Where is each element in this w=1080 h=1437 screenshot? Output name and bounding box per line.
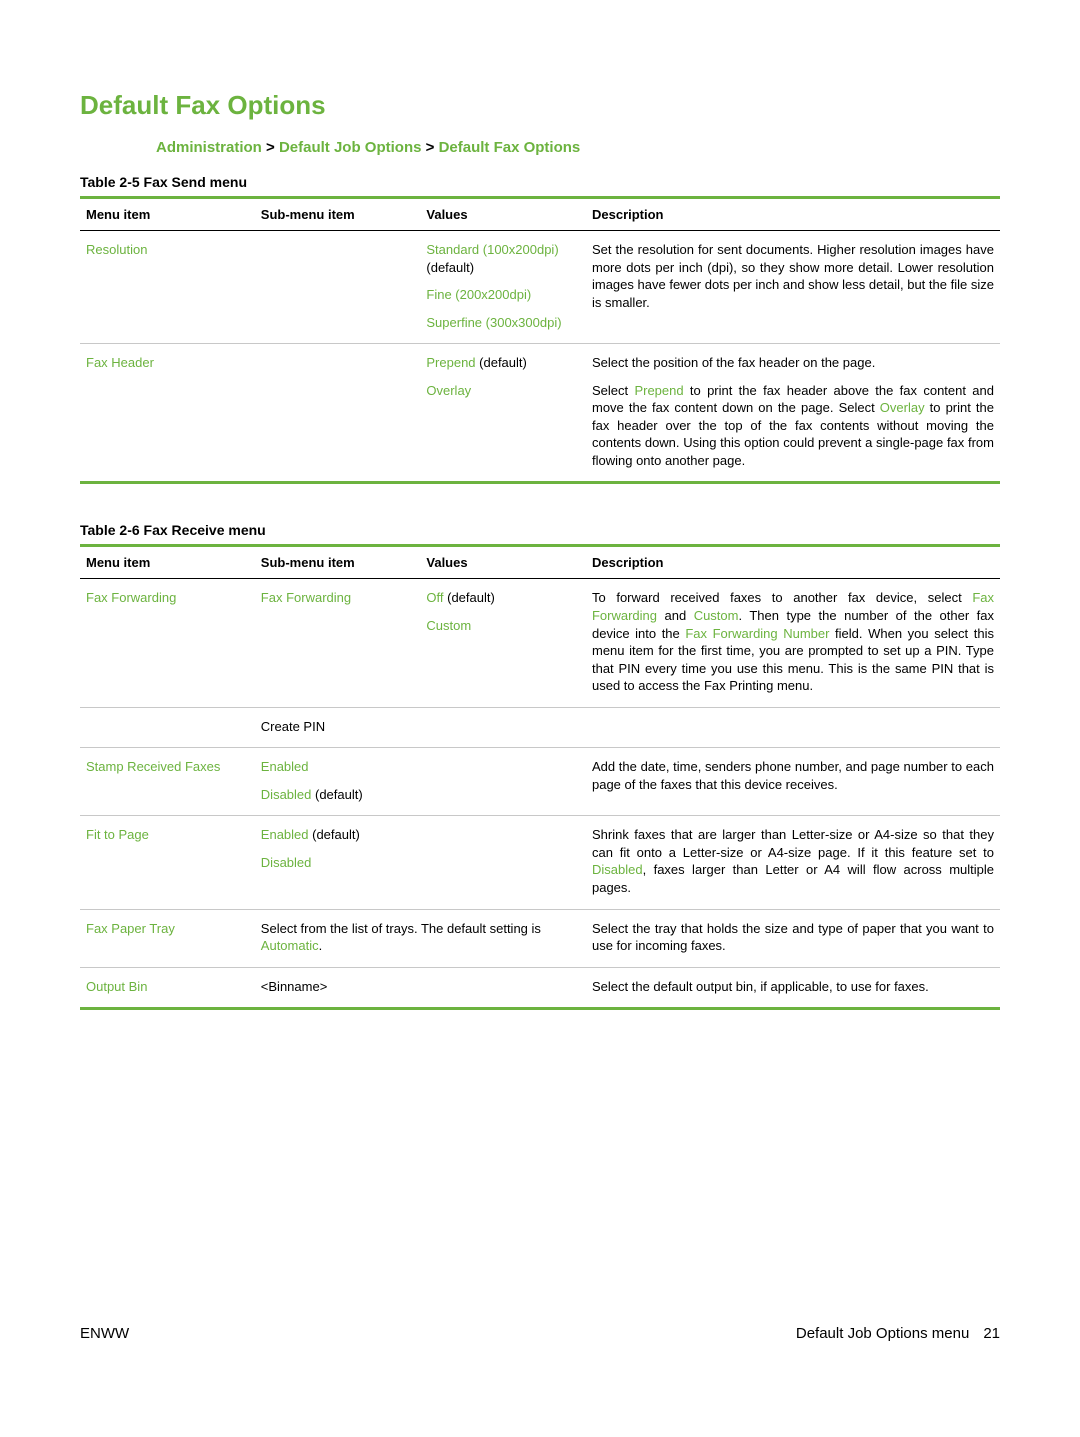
table-caption-receive-num: Table 2-6 [80, 522, 140, 538]
table-caption-send-title: Fax Send menu [144, 174, 247, 190]
breadcrumb-part-1: Administration [156, 139, 262, 156]
page-footer: ENWW Default Job Options menu 21 [80, 1325, 1000, 1342]
recv-output-submenu: <Binname> [255, 967, 586, 1009]
table-row: Create PIN [80, 707, 1000, 748]
recv-stamp-desc: Add the date, time, senders phone number… [586, 748, 1000, 816]
table-caption-send-num: Table 2-5 [80, 174, 140, 190]
send-fax-header-desc2-k1: Prepend [634, 383, 683, 398]
footer-section-label: Default Job Options menu [796, 1325, 969, 1342]
recv-fax-fwd-menu-item: Fax Forwarding [80, 579, 255, 707]
recv-fax-fwd-value-1: Off [426, 590, 443, 605]
recv-fit-value-2: Disabled [261, 854, 580, 872]
send-fax-header-desc2-k2: Overlay [880, 400, 925, 415]
recv-output-menu-item: Output Bin [80, 967, 255, 1009]
table-row: Resolution Standard (100x200dpi) (defaul… [80, 231, 1000, 344]
recv-output-desc: Select the default output bin, if applic… [586, 967, 1000, 1009]
footer-page-number: 21 [983, 1325, 1000, 1342]
send-fax-header-menu-item: Fax Header [80, 344, 255, 483]
fax-receive-table: Menu item Sub-menu item Values Descripti… [80, 544, 1000, 1010]
recv-stamp-value-1: Enabled [261, 758, 580, 776]
breadcrumb-part-3: Default Fax Options [439, 139, 581, 156]
send-resolution-value-1-suffix: (default) [426, 260, 474, 275]
recv-col-sub-menu: Sub-menu item [255, 546, 421, 579]
send-resolution-value-1: Standard (100x200dpi) [426, 242, 558, 257]
recv-col-menu-item: Menu item [80, 546, 255, 579]
send-fax-header-value-1: Prepend [426, 355, 475, 370]
recv-fax-fwd-value-1-suffix: (default) [444, 590, 495, 605]
recv-tray-subtext-post: . [319, 938, 323, 953]
table-caption-receive-title: Fax Receive menu [144, 522, 266, 538]
send-fax-header-value-1-suffix: (default) [476, 355, 527, 370]
recv-fit-desc-pre: Shrink faxes that are larger than Letter… [592, 827, 994, 860]
send-resolution-desc: Set the resolution for sent documents. H… [586, 231, 1000, 344]
recv-fax-fwd-desc-and: and [657, 608, 694, 623]
breadcrumb-sep-2: > [426, 139, 435, 156]
table-row: Stamp Received Faxes Enabled Disabled (d… [80, 748, 1000, 816]
recv-stamp-value-2: Disabled [261, 787, 312, 802]
recv-col-description: Description [586, 546, 1000, 579]
recv-fit-desc-k1: Disabled [592, 862, 643, 877]
section-title: Default Fax Options [80, 90, 1000, 121]
footer-left: ENWW [80, 1325, 129, 1342]
recv-fax-fwd-submenu: Fax Forwarding [255, 579, 421, 707]
send-resolution-menu-item: Resolution [80, 231, 255, 344]
table-caption-receive: Table 2-6 Fax Receive menu [80, 522, 1000, 538]
table-row: Output Bin <Binname> Select the default … [80, 967, 1000, 1009]
breadcrumb-part-2: Default Job Options [279, 139, 422, 156]
recv-fax-fwd-value-2: Custom [426, 617, 580, 635]
recv-tray-desc: Select the tray that holds the size and … [586, 909, 1000, 967]
send-col-sub-menu: Sub-menu item [255, 198, 421, 231]
recv-create-pin-submenu: Create PIN [255, 707, 421, 748]
recv-fit-desc-post: , faxes larger than Letter or A4 will fl… [592, 862, 994, 895]
send-col-values: Values [420, 198, 586, 231]
table-row: Fax Header Prepend (default) Overlay Sel… [80, 344, 1000, 483]
recv-tray-subtext-pre: Select from the list of trays. The defau… [261, 921, 541, 936]
table-row: Fax Forwarding Fax Forwarding Off (defau… [80, 579, 1000, 707]
table-row: Fit to Page Enabled (default) Disabled S… [80, 816, 1000, 909]
send-fax-header-desc2-pre: Select [592, 383, 634, 398]
recv-fax-fwd-desc-k2: Custom [694, 608, 739, 623]
recv-tray-menu-item: Fax Paper Tray [80, 909, 255, 967]
breadcrumb: Administration > Default Job Options > D… [156, 139, 1000, 156]
send-resolution-value-2: Fine (200x200dpi) [426, 286, 580, 304]
send-fax-header-desc-line2: Select Prepend to print the fax header a… [592, 382, 994, 470]
send-resolution-value-3: Superfine (300x300dpi) [426, 314, 580, 332]
recv-fax-fwd-desc-k3: Fax Forwarding Number [685, 626, 829, 641]
recv-tray-subtext-k1: Automatic [261, 938, 319, 953]
table-caption-send: Table 2-5 Fax Send menu [80, 174, 1000, 190]
recv-col-values: Values [420, 546, 586, 579]
send-col-menu-item: Menu item [80, 198, 255, 231]
recv-fax-fwd-desc-pre: To forward received faxes to another fax… [592, 590, 972, 605]
recv-tray-subtext: Select from the list of trays. The defau… [255, 909, 586, 967]
breadcrumb-sep-1: > [266, 139, 275, 156]
send-col-description: Description [586, 198, 1000, 231]
recv-fit-menu-item: Fit to Page [80, 816, 255, 909]
send-fax-header-value-2: Overlay [426, 382, 580, 400]
recv-fit-desc: Shrink faxes that are larger than Letter… [586, 816, 1000, 909]
send-fax-header-desc-line1: Select the position of the fax header on… [592, 354, 994, 372]
table-row: Fax Paper Tray Select from the list of t… [80, 909, 1000, 967]
recv-fit-value-1-suffix: (default) [309, 827, 360, 842]
recv-stamp-value-2-suffix: (default) [311, 787, 362, 802]
recv-stamp-menu-item: Stamp Received Faxes [80, 748, 255, 816]
recv-fit-value-1: Enabled [261, 827, 309, 842]
fax-send-table: Menu item Sub-menu item Values Descripti… [80, 196, 1000, 484]
recv-fax-fwd-desc: To forward received faxes to another fax… [586, 579, 1000, 707]
